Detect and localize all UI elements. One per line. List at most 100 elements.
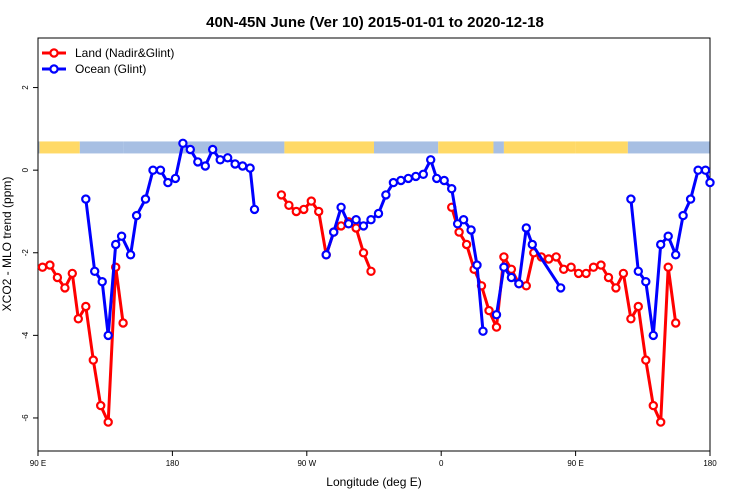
data-point <box>514 279 524 289</box>
data-point <box>426 155 436 165</box>
data-point <box>321 250 331 260</box>
data-point <box>491 322 502 332</box>
series-1 <box>81 138 715 341</box>
data-point <box>60 283 70 293</box>
data-point <box>641 355 651 365</box>
data-point <box>581 268 591 279</box>
data-point <box>284 200 294 210</box>
data-point <box>193 157 203 167</box>
data-point <box>432 173 442 184</box>
band-segment-ocean <box>38 141 40 154</box>
data-point <box>626 194 636 204</box>
data-point <box>52 272 63 283</box>
data-point <box>329 227 339 237</box>
data-point <box>95 400 106 411</box>
data-point <box>626 314 636 324</box>
data-point <box>693 165 703 175</box>
data-point <box>499 252 509 262</box>
data-point <box>603 272 614 283</box>
data-point <box>351 214 361 225</box>
data-point <box>125 250 136 260</box>
data-point <box>573 268 584 279</box>
data-point <box>222 153 233 163</box>
x-tick-label: 0 <box>439 459 444 468</box>
data-point <box>551 252 561 262</box>
data-point <box>521 281 532 291</box>
data-point <box>306 196 316 206</box>
data-point <box>163 177 173 188</box>
data-point <box>633 301 644 312</box>
series-line <box>450 206 678 424</box>
data-point <box>396 175 406 186</box>
band-segment-ocean <box>123 141 285 154</box>
data-point <box>336 202 346 212</box>
data-point <box>178 138 188 148</box>
series-line <box>324 158 485 332</box>
band-segment-land <box>575 141 628 154</box>
data-point <box>439 175 449 186</box>
data-point <box>200 161 210 171</box>
data-point <box>705 177 715 188</box>
data-point <box>466 225 476 235</box>
data-point <box>45 260 55 270</box>
data-point <box>276 190 287 200</box>
data-point <box>358 221 369 231</box>
band-segment-ocean <box>374 141 439 154</box>
data-point <box>418 169 428 179</box>
x-tick-label: 180 <box>166 459 180 468</box>
data-point <box>366 214 376 225</box>
data-point <box>110 239 121 250</box>
data-point <box>663 231 673 241</box>
data-point <box>559 264 569 274</box>
data-point <box>685 194 696 204</box>
data-point <box>358 248 369 258</box>
y-axis: -6 -4 -2 0 2 <box>21 85 38 422</box>
data-point <box>299 204 309 215</box>
data-point <box>521 223 532 233</box>
data-point <box>140 194 151 204</box>
data-point <box>566 262 576 272</box>
surface-type-band <box>38 141 710 154</box>
data-point <box>118 318 128 328</box>
y-tick-label: -4 <box>21 331 30 339</box>
legend-land-label: Land (Nadir&Glint) <box>75 46 174 60</box>
plot-frame <box>37 37 711 452</box>
data-point <box>472 260 482 270</box>
data-point <box>506 272 517 283</box>
data-point <box>527 239 538 250</box>
data-point <box>588 262 599 272</box>
x-tick-label: 90 W <box>297 459 316 468</box>
data-point <box>67 268 78 279</box>
data-point <box>671 250 681 260</box>
x-axis-label: Longitude (deg E) <box>326 475 421 489</box>
data-point <box>373 208 384 219</box>
data-point <box>491 310 502 320</box>
data-point <box>656 239 666 250</box>
band-segment-land <box>438 141 494 154</box>
data-point <box>499 262 509 272</box>
data-point <box>641 277 651 287</box>
data-point <box>155 165 166 175</box>
data-point <box>544 254 554 264</box>
data-point <box>88 355 99 365</box>
legend: Land (Nadir&Glint) Ocean (Glint) <box>42 46 174 76</box>
y-tick-label: 2 <box>21 85 30 90</box>
y-axis-label: XCO2 - MLO trend (ppm) <box>0 177 14 312</box>
data-point <box>452 219 463 229</box>
data-point <box>103 417 113 427</box>
x-tick-label: 90 E <box>567 459 583 468</box>
data-point <box>291 206 301 217</box>
data-point <box>81 194 91 204</box>
data-point <box>245 163 255 173</box>
data-point <box>447 183 457 194</box>
data-point <box>207 144 218 155</box>
data-point <box>596 260 606 270</box>
legend-ocean-label: Ocean (Glint) <box>75 62 146 76</box>
data-point <box>97 277 107 287</box>
data-point <box>148 165 158 175</box>
x-tick-label: 90 E <box>30 459 46 468</box>
data-point <box>230 159 240 169</box>
data-point <box>73 314 84 324</box>
data-point <box>81 301 91 312</box>
